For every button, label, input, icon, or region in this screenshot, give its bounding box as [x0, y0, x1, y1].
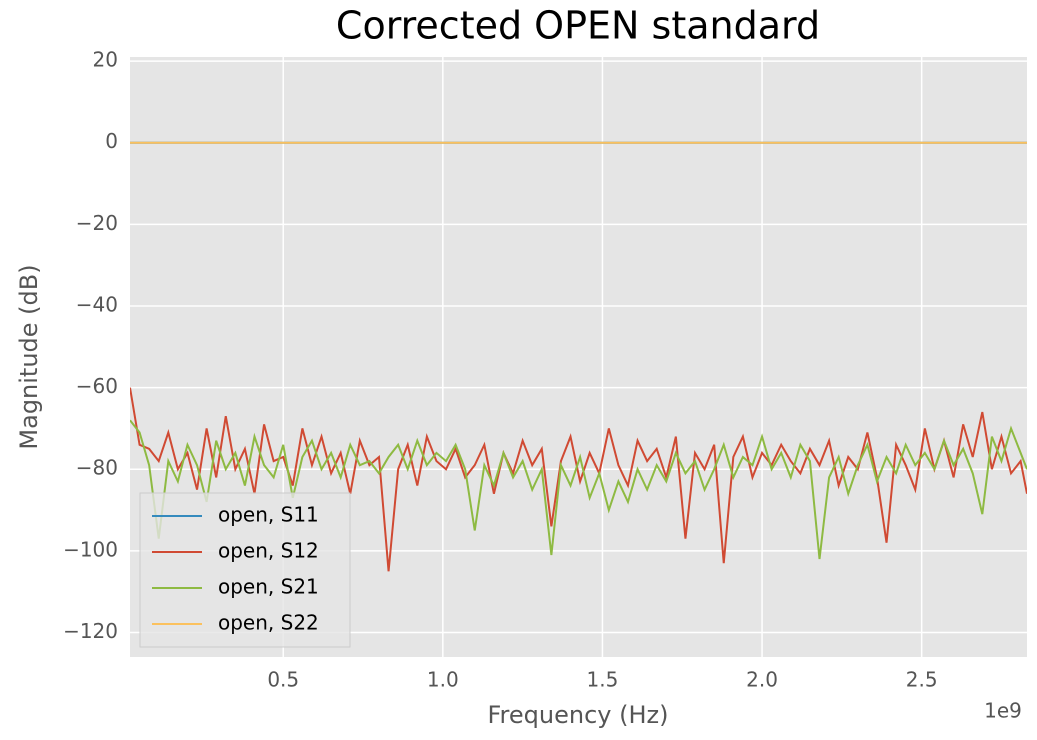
- x-tick-label: 2.0: [746, 668, 778, 692]
- legend-label: open, S11: [218, 503, 319, 527]
- x-tick-label: 1.5: [587, 668, 619, 692]
- y-tick-label: 20: [93, 48, 118, 72]
- x-tick-label: 0.5: [267, 668, 299, 692]
- x-axis-label: Frequency (Hz): [488, 701, 669, 729]
- x-tick-label: 2.5: [906, 668, 938, 692]
- x-offset-label: 1e9: [984, 699, 1022, 723]
- legend-box: [139, 492, 351, 648]
- legend-label: open, S12: [218, 539, 319, 563]
- y-tick-label: −20: [76, 211, 118, 235]
- y-tick-label: 0: [105, 129, 118, 153]
- y-tick-label: −40: [76, 292, 118, 316]
- y-tick-label: −100: [63, 537, 118, 561]
- y-tick-label: −60: [76, 374, 118, 398]
- x-tick-label: 1.0: [427, 668, 459, 692]
- y-axis-label: Magnitude (dB): [15, 264, 43, 449]
- y-tick-label: −120: [63, 619, 118, 643]
- legend-label: open, S21: [218, 575, 319, 599]
- chart-title: Corrected OPEN standard: [336, 4, 820, 48]
- series-line: [130, 419, 1027, 560]
- y-tick-label: −80: [76, 456, 118, 480]
- legend-label: open, S22: [218, 611, 319, 635]
